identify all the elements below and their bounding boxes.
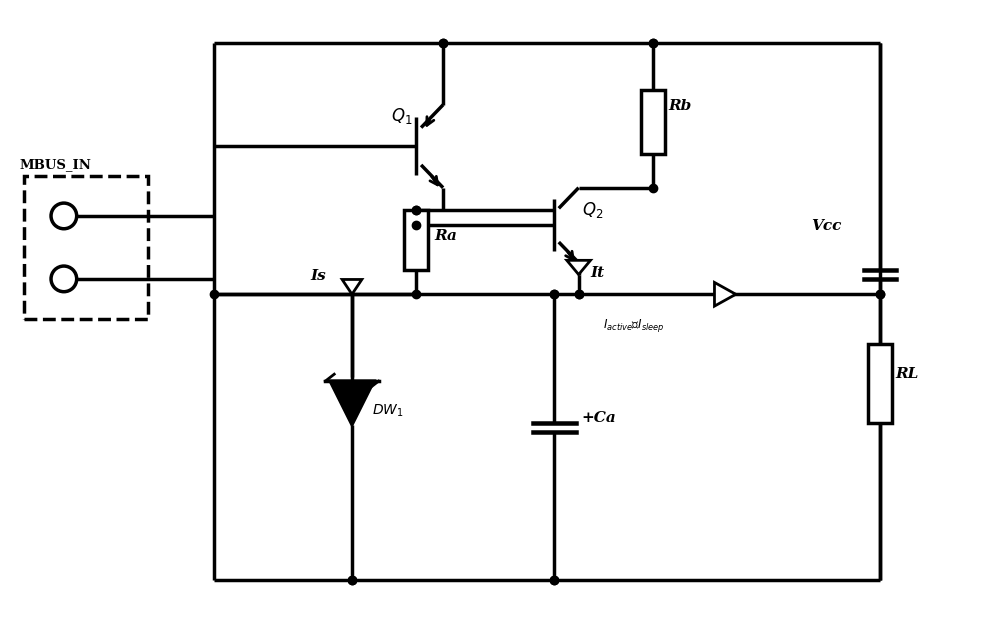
Polygon shape (330, 381, 374, 425)
Bar (868, 343, 892, 423)
Text: RL: RL (896, 367, 919, 381)
Text: +Ca: +Ca (581, 411, 616, 425)
Polygon shape (567, 260, 590, 274)
Text: $Q_2$: $Q_2$ (582, 200, 604, 220)
Text: MBUS_IN: MBUS_IN (19, 158, 91, 171)
Text: $Q_1$: $Q_1$ (391, 106, 413, 126)
Text: It: It (590, 265, 605, 279)
Polygon shape (342, 279, 362, 294)
Bar (641, 89, 665, 153)
Text: $I_{active}$或$I_{sleep}$: $I_{active}$或$I_{sleep}$ (603, 317, 665, 334)
Text: Is: Is (311, 269, 326, 284)
Polygon shape (714, 282, 736, 306)
Bar (24, 176, 148, 319)
Text: Ra: Ra (434, 229, 457, 243)
Text: Vcc: Vcc (811, 219, 841, 233)
Text: Rb: Rb (669, 99, 692, 113)
Text: $DW_1$: $DW_1$ (372, 403, 403, 419)
Bar (404, 210, 428, 270)
